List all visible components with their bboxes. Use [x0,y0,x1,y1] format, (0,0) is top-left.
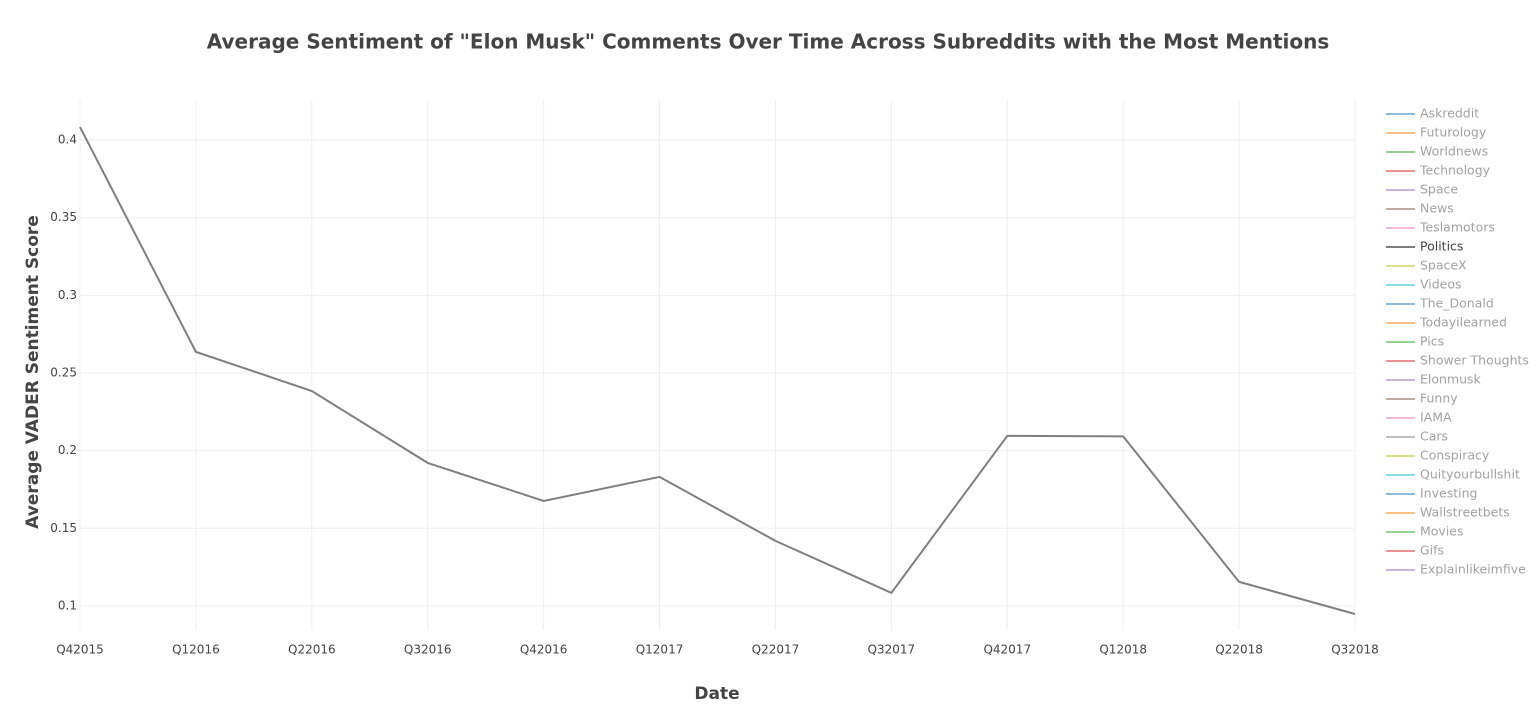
legend-label[interactable]: Teslamotors [1419,220,1495,235]
y-tick-label: 0.35 [50,210,77,224]
legend-label[interactable]: The_Donald [1419,296,1494,311]
x-tick-label: Q22017 [752,643,800,657]
x-tick-label: Q22018 [1215,643,1263,657]
legend-label[interactable]: Shower Thoughts [1420,353,1529,368]
legend-label[interactable]: Futurology [1420,125,1487,140]
chart-title: Average Sentiment of "Elon Musk" Comment… [207,30,1330,54]
legend-label[interactable]: Investing [1420,486,1477,501]
y-tick-label: 0.2 [58,443,77,457]
legend-label[interactable]: Conspiracy [1420,448,1490,463]
legend-label[interactable]: Wallstreetbets [1420,505,1510,520]
y-tick-label: 0.1 [58,598,77,612]
legend-label[interactable]: Videos [1420,277,1462,292]
data-line [79,126,1356,615]
legend-label[interactable]: News [1420,201,1454,216]
legend-label[interactable]: Technology [1419,163,1491,178]
y-tick-label: 0.4 [58,133,77,147]
x-tick-label: Q42017 [983,643,1031,657]
x-tick-label: Q12018 [1099,643,1147,657]
x-tick-label: Q32018 [1331,643,1379,657]
x-tick-label: Q32017 [868,643,916,657]
x-tick-label: Q32016 [404,643,452,657]
legend-label[interactable]: Politics [1420,239,1463,254]
legend-label[interactable]: Pics [1420,334,1444,349]
x-tick-label: Q22016 [288,643,336,657]
y-tick-label: 0.25 [50,365,77,379]
legend-label[interactable]: Explainlikeimfive [1420,562,1526,577]
legend-label[interactable]: Quityourbullshit [1420,467,1520,482]
legend-label[interactable]: Elonmusk [1420,372,1482,387]
legend-label[interactable]: Space [1420,182,1458,197]
x-tick-label: Q12016 [172,643,220,657]
x-axis-title: Date [694,684,739,704]
legend-label[interactable]: Cars [1420,429,1448,444]
legend-label[interactable]: IAMA [1420,410,1452,425]
legend-label[interactable]: Gifs [1420,543,1444,558]
legend-label[interactable]: Movies [1420,524,1464,539]
x-tick-label: Q42015 [56,643,104,657]
x-tick-label: Q42016 [520,643,568,657]
x-tick-label: Q12017 [636,643,684,657]
legend-label[interactable]: Funny [1420,391,1458,406]
legend-label[interactable]: SpaceX [1420,258,1467,273]
legend-label[interactable]: Askreddit [1420,106,1479,121]
legend-label[interactable]: Todayilearned [1419,315,1507,330]
y-axis-title: Average VADER Sentiment Score [23,215,43,529]
y-tick-label: 0.15 [50,521,77,535]
y-tick-label: 0.3 [58,288,77,302]
legend-label[interactable]: Worldnews [1420,144,1488,159]
